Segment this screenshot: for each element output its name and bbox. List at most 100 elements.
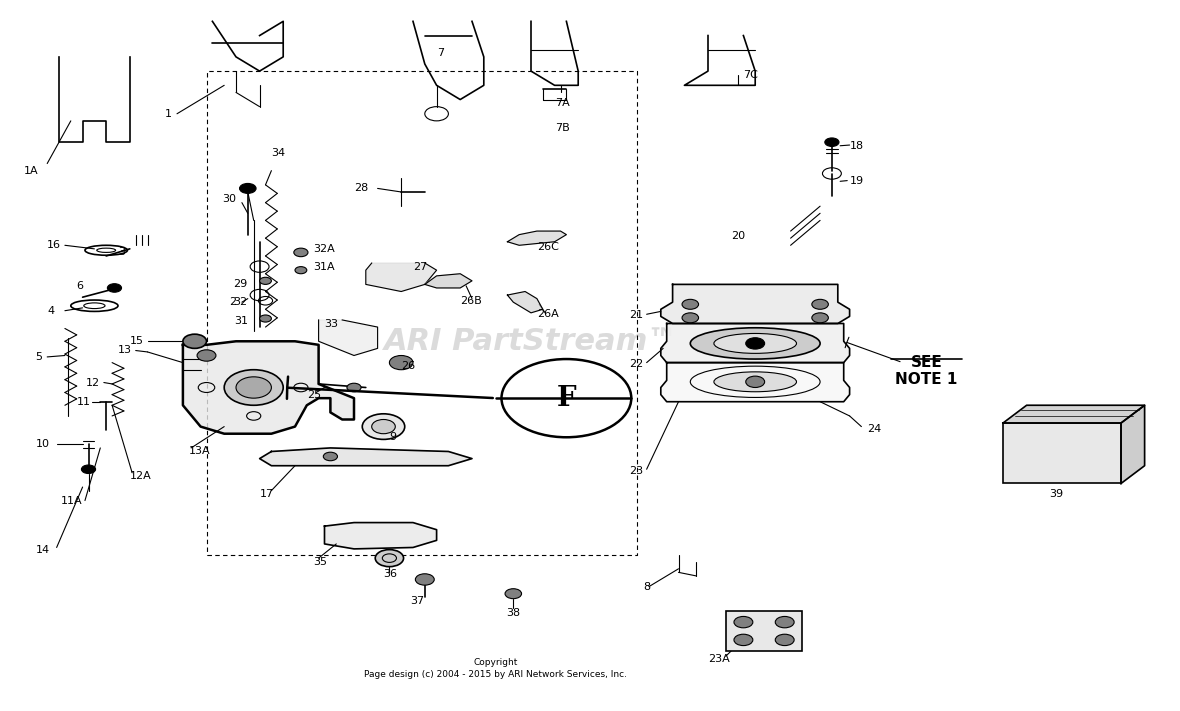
Text: 13: 13 — [118, 345, 132, 355]
Text: 37: 37 — [411, 596, 425, 606]
Text: 39: 39 — [1049, 489, 1063, 499]
Circle shape — [295, 267, 307, 274]
Text: 1A: 1A — [24, 166, 38, 176]
Text: 23: 23 — [629, 466, 643, 476]
Bar — [1003, 423, 1121, 483]
Polygon shape — [260, 448, 472, 466]
Circle shape — [505, 589, 522, 599]
Text: 16: 16 — [47, 240, 61, 250]
Text: 7: 7 — [437, 48, 444, 58]
Circle shape — [375, 550, 404, 567]
Text: 10: 10 — [35, 439, 50, 449]
Text: 30: 30 — [222, 194, 236, 204]
Ellipse shape — [714, 333, 796, 353]
Polygon shape — [661, 363, 850, 402]
Circle shape — [372, 419, 395, 434]
Circle shape — [236, 377, 271, 398]
Circle shape — [107, 284, 122, 292]
Circle shape — [812, 299, 828, 309]
Bar — [726, 611, 802, 651]
Polygon shape — [507, 231, 566, 245]
Ellipse shape — [690, 328, 820, 359]
Circle shape — [224, 370, 283, 405]
Text: 14: 14 — [35, 545, 50, 555]
Polygon shape — [507, 292, 543, 313]
Circle shape — [197, 350, 216, 361]
Polygon shape — [366, 263, 437, 292]
Text: ARI PartStream™: ARI PartStream™ — [384, 327, 678, 356]
Circle shape — [746, 338, 765, 349]
Text: 9: 9 — [389, 432, 396, 442]
Circle shape — [294, 248, 308, 257]
Text: 8: 8 — [643, 582, 650, 592]
Text: F: F — [557, 385, 576, 412]
Polygon shape — [183, 341, 354, 434]
Text: 3: 3 — [118, 247, 125, 257]
Circle shape — [389, 356, 413, 370]
Polygon shape — [661, 324, 850, 363]
Text: 38: 38 — [506, 608, 520, 618]
Polygon shape — [324, 523, 437, 549]
Text: 26A: 26A — [537, 309, 558, 319]
Ellipse shape — [714, 372, 796, 392]
Circle shape — [775, 616, 794, 628]
Text: 34: 34 — [271, 148, 286, 158]
Circle shape — [323, 452, 337, 461]
Polygon shape — [661, 284, 850, 324]
Text: 13A: 13A — [189, 447, 210, 456]
Text: 12: 12 — [86, 378, 100, 387]
Text: 4: 4 — [47, 306, 54, 316]
Text: 23A: 23A — [708, 654, 729, 664]
Circle shape — [682, 299, 699, 309]
Text: 11A: 11A — [61, 496, 83, 506]
Circle shape — [734, 616, 753, 628]
Text: 2: 2 — [229, 297, 236, 307]
Polygon shape — [425, 274, 472, 288]
Circle shape — [734, 634, 753, 646]
Circle shape — [825, 138, 839, 146]
Circle shape — [775, 634, 794, 646]
Polygon shape — [1003, 405, 1145, 423]
Text: 29: 29 — [234, 279, 248, 289]
Text: 27: 27 — [413, 262, 427, 272]
Text: 26B: 26B — [460, 296, 481, 306]
Text: 31A: 31A — [313, 262, 334, 272]
Text: 32: 32 — [234, 297, 248, 307]
Circle shape — [812, 313, 828, 323]
Circle shape — [682, 313, 699, 323]
Text: 19: 19 — [850, 176, 864, 186]
Circle shape — [362, 414, 405, 439]
Text: 7A: 7A — [555, 98, 569, 108]
Circle shape — [81, 465, 96, 474]
Text: 24: 24 — [867, 424, 881, 434]
Circle shape — [347, 383, 361, 392]
Text: 7C: 7C — [743, 70, 759, 80]
Circle shape — [183, 334, 206, 348]
Text: 6: 6 — [77, 281, 84, 291]
Circle shape — [746, 376, 765, 387]
Circle shape — [260, 315, 271, 322]
Circle shape — [240, 183, 256, 193]
Text: 11: 11 — [77, 397, 91, 407]
Circle shape — [415, 574, 434, 585]
Text: 35: 35 — [313, 557, 327, 567]
Text: 17: 17 — [260, 489, 274, 499]
Text: 36: 36 — [384, 570, 398, 579]
Text: 28: 28 — [354, 183, 368, 193]
Text: Copyright
Page design (c) 2004 - 2015 by ARI Network Services, Inc.: Copyright Page design (c) 2004 - 2015 by… — [365, 658, 627, 679]
Text: 26: 26 — [401, 361, 415, 371]
Text: 25: 25 — [307, 390, 321, 400]
Text: 20: 20 — [732, 231, 746, 241]
Text: 12A: 12A — [130, 471, 151, 481]
Circle shape — [260, 277, 271, 284]
Polygon shape — [1121, 405, 1145, 483]
Text: 1: 1 — [165, 109, 172, 119]
Polygon shape — [319, 320, 378, 356]
Text: 33: 33 — [324, 319, 339, 328]
Text: 7B: 7B — [555, 123, 569, 133]
Text: 15: 15 — [130, 336, 144, 346]
Text: 32A: 32A — [313, 244, 334, 254]
Text: 26C: 26C — [537, 242, 559, 252]
Text: 22: 22 — [629, 359, 643, 369]
Text: 31: 31 — [234, 316, 248, 326]
